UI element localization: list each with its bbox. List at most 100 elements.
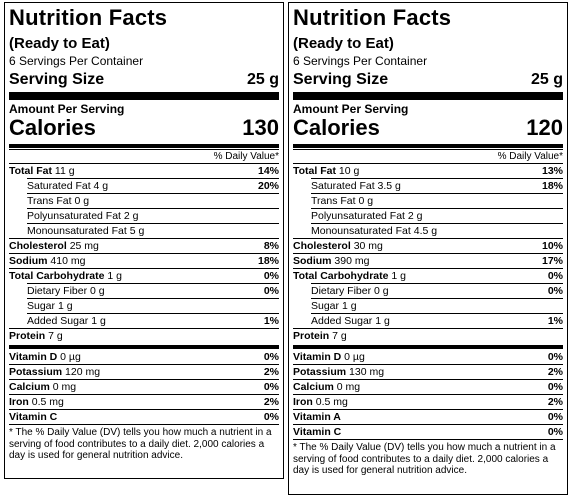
- nutrient-row-dietary-fiber: Dietary Fiber 0 g 0%: [27, 283, 279, 298]
- nutrient-name: Total Carbohydrate: [293, 270, 389, 282]
- daily-value-header: % Daily Value*: [293, 149, 563, 163]
- serving-size-value: 25 g: [530, 71, 563, 88]
- label-subtitle: (Ready to Eat): [293, 35, 394, 52]
- servings-per-container: 6 Servings Per Container: [293, 54, 428, 68]
- nutrient-row-vitamin-c: Vitamin C 0%: [293, 424, 563, 439]
- amount-per-serving: Amount Per Serving: [9, 102, 125, 116]
- nutrient-amount: 0 mg: [52, 381, 77, 393]
- nutrient-amount: 7 g: [48, 330, 63, 342]
- medium-divider: [9, 144, 279, 148]
- nutrient-name: Cholesterol: [293, 240, 351, 252]
- nutrient-name: Trans Fat: [311, 195, 356, 207]
- medium-divider: [9, 345, 279, 349]
- nutrient-row-vitamin-d: Vitamin D 0 µg 0%: [293, 350, 563, 364]
- nutrient-row-added-sugar: Added Sugar 1 g 1%: [27, 313, 279, 328]
- nutrient-name: Calcium: [293, 381, 334, 393]
- nutrient-name: Added Sugar: [311, 315, 373, 327]
- nutrient-row-dietary-fiber: Dietary Fiber 0 g 0%: [311, 283, 563, 298]
- nutrient-name: Vitamin D: [9, 351, 58, 363]
- daily-value-footnote: * The % Daily Value (DV) tells you how m…: [9, 424, 279, 462]
- serving-size-value: 25 g: [246, 71, 279, 88]
- nutrient-row-total-fat: Total Fat 10 g 13%: [293, 163, 563, 178]
- nutrient-daily-value: 13%: [541, 165, 563, 177]
- nutrient-daily-value: 1%: [547, 315, 563, 327]
- nutrient-amount: 25 mg: [69, 240, 99, 252]
- nutrient-name: Saturated Fat: [311, 180, 375, 192]
- nutrient-rows: Total Fat 10 g 13% Saturated Fat 3.5 g 18% T…: [293, 163, 563, 343]
- nutrient-row-vitamin-d: Vitamin D 0 µg 0%: [9, 350, 279, 364]
- nutrient-row-calcium: Calcium 0 mg 0%: [9, 379, 279, 394]
- nutrient-row-vitamin-a: Vitamin A 0%: [293, 409, 563, 424]
- nutrient-amount: 0.5 mg: [31, 396, 64, 408]
- nutrient-name: Calcium: [9, 381, 50, 393]
- nutrient-amount: 7 g: [332, 330, 347, 342]
- nutrient-daily-value: 1%: [263, 315, 279, 327]
- nutrient-amount: 1 g: [57, 300, 73, 312]
- nutrient-amount: 1 g: [375, 315, 390, 327]
- nutrient-name: Monounsaturated Fat: [311, 225, 411, 237]
- nutrient-amount: 0 g: [358, 195, 374, 207]
- nutrient-amount: 0 g: [90, 285, 105, 297]
- calories-row: Calories 120: [293, 116, 563, 142]
- nutrient-row-total-fat: Total Fat 11 g 14%: [9, 163, 279, 178]
- nutrient-amount: 0 µg: [344, 351, 365, 363]
- nutrient-name: Iron: [9, 396, 29, 408]
- nutrient-daily-value: 0%: [547, 426, 563, 438]
- nutrient-row-vitamin-c: Vitamin C 0%: [9, 409, 279, 424]
- nutrient-amount: 390 mg: [334, 255, 370, 267]
- nutrient-row-sodium: Sodium 410 mg 18%: [9, 253, 279, 268]
- nutrient-daily-value: 18%: [541, 180, 563, 192]
- nutrient-amount: 130 mg: [349, 366, 385, 378]
- nutrient-name: Iron: [293, 396, 313, 408]
- nutrient-row-polyunsaturated-fat: Polyunsaturated Fat 2 g: [311, 208, 563, 223]
- nutrient-daily-value: 0%: [263, 270, 279, 282]
- nutrient-name: Sodium: [293, 255, 332, 267]
- label-title: Nutrition Facts: [293, 5, 452, 30]
- nutrient-daily-value: 0%: [547, 351, 563, 363]
- nutrient-row-cholesterol: Cholesterol 30 mg 10%: [293, 238, 563, 253]
- nutrient-daily-value: 0%: [547, 411, 563, 423]
- nutrient-daily-value: 8%: [263, 240, 279, 252]
- nutrient-name: Protein: [9, 330, 46, 342]
- nutrient-name: Vitamin C: [293, 426, 342, 438]
- nutrient-amount: 30 mg: [353, 240, 383, 252]
- calories-row: Calories 130: [9, 116, 279, 142]
- nutrient-name: Polyunsaturated Fat: [311, 210, 405, 222]
- medium-divider: [293, 345, 563, 349]
- nutrient-amount: 0.5 mg: [315, 396, 348, 408]
- thick-divider: [9, 92, 279, 100]
- nutrient-daily-value: 18%: [257, 255, 279, 267]
- nutrient-row-polyunsaturated-fat: Polyunsaturated Fat 2 g: [27, 208, 279, 223]
- nutrient-row-saturated-fat: Saturated Fat 4 g 20%: [27, 178, 279, 193]
- nutrient-name: Dietary Fiber: [27, 285, 88, 297]
- nutrient-amount: 0 g: [74, 195, 90, 207]
- servings-per-container: 6 Servings Per Container: [9, 54, 144, 68]
- nutrient-name: Total Carbohydrate: [9, 270, 105, 282]
- nutrient-daily-value: 2%: [547, 366, 563, 378]
- nutrient-row-sugar: Sugar 1 g: [311, 298, 563, 313]
- nutrient-name: Dietary Fiber: [311, 285, 372, 297]
- medium-divider: [293, 144, 563, 148]
- nutrient-amount: 2 g: [123, 210, 139, 222]
- nutrient-name: Protein: [293, 330, 330, 342]
- nutrient-amount: 0 µg: [60, 351, 81, 363]
- nutrient-row-calcium: Calcium 0 mg 0%: [293, 379, 563, 394]
- nutrient-daily-value: 0%: [263, 351, 279, 363]
- nutrient-amount: 4 g: [93, 180, 109, 192]
- nutrient-name: Vitamin D: [293, 351, 342, 363]
- nutrient-name: Total Fat: [293, 165, 336, 177]
- nutrient-row-monounsaturated-fat: Monounsaturated Fat 4.5 g: [311, 223, 563, 238]
- nutrient-amount: 0 mg: [336, 381, 361, 393]
- label-title: Nutrition Facts: [9, 5, 168, 30]
- nutrient-amount: 1 g: [91, 315, 106, 327]
- nutrient-row-total-carbohydrate: Total Carbohydrate 1 g 0%: [293, 268, 563, 283]
- nutrient-daily-value: 0%: [547, 285, 563, 297]
- nutrient-name: Potassium: [9, 366, 63, 378]
- nutrient-name: Sugar: [27, 300, 56, 312]
- nutrient-amount: 4.5 g: [413, 225, 438, 237]
- nutrient-name: Cholesterol: [9, 240, 67, 252]
- nutrient-name: Sodium: [9, 255, 48, 267]
- nutrient-name: Added Sugar: [27, 315, 89, 327]
- nutrient-name: Polyunsaturated Fat: [27, 210, 121, 222]
- nutrient-daily-value: 17%: [541, 255, 563, 267]
